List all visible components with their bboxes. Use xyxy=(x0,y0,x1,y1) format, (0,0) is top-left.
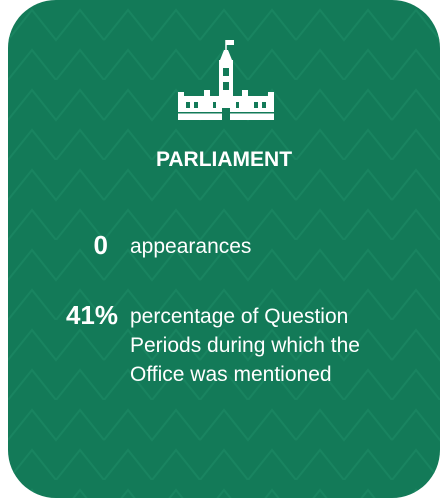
card: PARLIAMENT 0 appearances 41% percentage … xyxy=(8,0,440,498)
card-title: PARLIAMENT xyxy=(155,148,293,171)
stat-label: percentage of Question Periods during wh… xyxy=(130,305,360,386)
stat-value: 41% xyxy=(65,300,118,330)
stat-label: appearances xyxy=(130,235,252,258)
stat-value: 0 xyxy=(93,230,108,260)
parliament-icon xyxy=(174,40,274,120)
